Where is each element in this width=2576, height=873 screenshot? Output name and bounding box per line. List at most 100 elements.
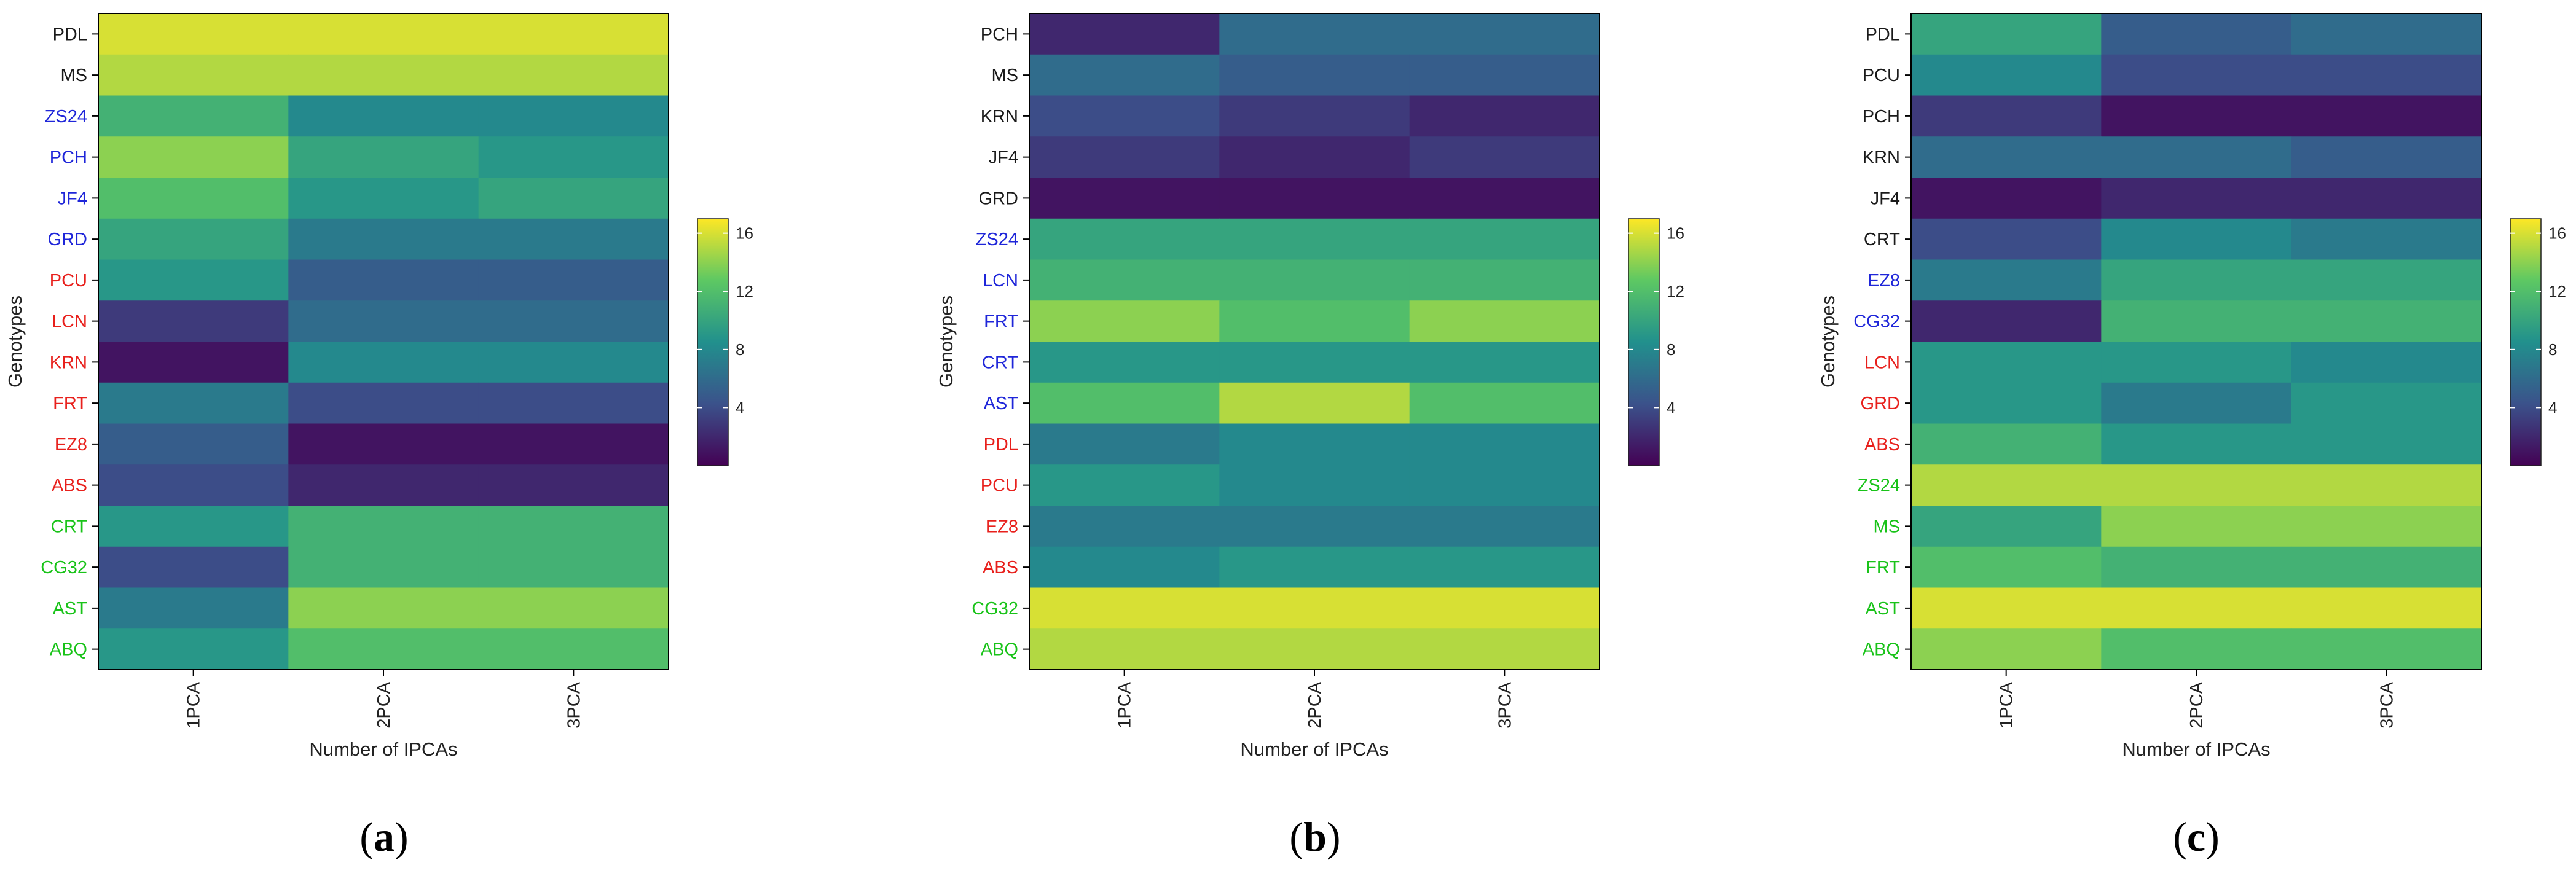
- row-label-PCU: PCU: [981, 476, 1018, 496]
- heatmap-cell-FRT-1PCA: [1911, 546, 2102, 589]
- row-label-CG32: CG32: [1853, 312, 1900, 332]
- heatmap-cell-CG32-3PCA: [1409, 587, 1600, 629]
- heatmap-cell-MS-2PCA: [1219, 54, 1410, 96]
- row-label-ABQ: ABQ: [1863, 640, 1900, 660]
- x-axis-title: Number of IPCAs: [2122, 738, 2270, 760]
- heatmap-cell-KRN-3PCA: [1409, 95, 1600, 137]
- heatmap-cell-PDL-3PCA: [1409, 423, 1600, 465]
- heatmap-cell-ABQ-1PCA: [98, 628, 289, 670]
- heatmap-cell-AST-3PCA: [478, 587, 669, 629]
- heatmap-cell-GRD-1PCA: [1029, 178, 1220, 219]
- column-label-3PCA: 3PCA: [2377, 681, 2397, 728]
- row-label-GRD: GRD: [979, 189, 1018, 208]
- heatmap-cell-MS-1PCA: [98, 54, 289, 96]
- row-label-PDL: PDL: [984, 435, 1018, 455]
- row-label-PCH: PCH: [50, 148, 87, 168]
- heatmap-cell-PDL-2PCA: [2101, 14, 2292, 55]
- row-label-MS: MS: [992, 66, 1019, 85]
- colorbar: [1628, 218, 1660, 466]
- row-label-ZS24: ZS24: [976, 230, 1018, 249]
- row-label-PCH: PCH: [981, 25, 1018, 44]
- column-label-1PCA: 1PCA: [1997, 681, 2017, 728]
- heatmap-cell-PDL-3PCA: [478, 14, 669, 55]
- heatmap-cell-PDL-2PCA: [288, 14, 479, 55]
- colorbar-tick-label: 8: [2548, 340, 2557, 359]
- heatmap-cell-GRD-3PCA: [1409, 178, 1600, 219]
- row-label-CG32: CG32: [41, 558, 87, 577]
- colorbar-tick-label: 16: [736, 224, 753, 243]
- y-axis-title: Genotypes: [4, 296, 26, 388]
- column-label-2PCA: 2PCA: [2187, 681, 2207, 728]
- heatmap-cell-ZS24-3PCA: [2291, 464, 2482, 506]
- heatmap-cell-FRT-3PCA: [1409, 300, 1600, 342]
- heatmap-cell-ZS24-1PCA: [1029, 218, 1220, 260]
- colorbar: [697, 218, 729, 466]
- colorbar: [2510, 218, 2542, 466]
- heatmap-cell-EZ8-3PCA: [1409, 506, 1600, 547]
- heatmap-cell-GRD-2PCA: [2101, 382, 2292, 425]
- colorbar-tick-label: 16: [2548, 224, 2566, 243]
- heatmap-cell-PCU-1PCA: [98, 259, 289, 301]
- heatmap-cell-ABQ-2PCA: [288, 628, 479, 670]
- heatmap-cell-GRD-2PCA: [1219, 178, 1410, 219]
- row-label-JF4: JF4: [989, 148, 1018, 168]
- row-label-GRD: GRD: [48, 230, 87, 249]
- y-axis-title: Genotypes: [935, 296, 957, 388]
- panel-label-a: (a): [359, 813, 408, 860]
- heatmap-cell-CG32-1PCA: [98, 546, 289, 589]
- row-label-AST: AST: [53, 599, 88, 619]
- heatmap-cell-ABS-3PCA: [1409, 546, 1600, 589]
- heatmap-cell-AST-2PCA: [1219, 382, 1410, 425]
- heatmap-cell-LCN-3PCA: [478, 300, 669, 342]
- heatmap-cell-LCN-2PCA: [288, 300, 479, 342]
- colorbar-tick-label: 12: [2548, 282, 2566, 300]
- heatmap-cell-PCH-2PCA: [1219, 14, 1410, 55]
- heatmap-cell-ABQ-1PCA: [1911, 628, 2102, 670]
- heatmap-cell-ABS-3PCA: [2291, 423, 2482, 465]
- heatmap-cell-CRT-1PCA: [98, 506, 289, 547]
- heatmap-cell-ABS-1PCA: [1029, 546, 1220, 589]
- heatmap-cell-JF4-2PCA: [1219, 136, 1410, 178]
- heatmap-cell-LCN-1PCA: [1911, 342, 2102, 383]
- heatmap-cell-CRT-2PCA: [2101, 218, 2292, 260]
- row-label-ZS24: ZS24: [1858, 476, 1900, 496]
- row-label-PCU: PCU: [50, 271, 87, 291]
- heatmap-cell-FRT-2PCA: [288, 382, 479, 425]
- row-label-LCN: LCN: [52, 312, 87, 332]
- heatmap-cell-MS-1PCA: [1029, 54, 1220, 96]
- heatmap-cell-LCN-3PCA: [2291, 342, 2482, 383]
- heatmap-cell-PCU-2PCA: [2101, 54, 2292, 96]
- heatmap-panel-c: PDL PCU PCH KRN JF4 CRT EZ8 CG32 LCN GRD ABS ZS24 MS…: [1817, 13, 2566, 860]
- heatmap-cell-CG32-1PCA: [1029, 587, 1220, 629]
- heatmap-cell-PDL-1PCA: [98, 14, 289, 55]
- heatmap-cell-MS-3PCA: [478, 54, 669, 96]
- heatmap-cell-PDL-1PCA: [1911, 14, 2102, 55]
- heatmap-cell-ABQ-2PCA: [1219, 628, 1410, 670]
- colorbar-tick-label: 8: [1667, 340, 1675, 359]
- heatmap-cell-KRN-1PCA: [98, 342, 289, 383]
- heatmap-cell-ABQ-3PCA: [478, 628, 669, 670]
- panel-label-c: (c): [2173, 813, 2220, 860]
- heatmap-cell-CG32-3PCA: [478, 546, 669, 589]
- column-label-2PCA: 2PCA: [1305, 681, 1325, 728]
- row-label-KRN: KRN: [1863, 148, 1900, 168]
- heatmap-cell-CRT-2PCA: [1219, 342, 1410, 383]
- heatmap-cell-ZS24-1PCA: [1911, 464, 2102, 506]
- row-label-KRN: KRN: [981, 107, 1018, 127]
- heatmap-cell-GRD-1PCA: [98, 218, 289, 260]
- heatmap-cell-KRN-3PCA: [478, 342, 669, 383]
- row-label-AST: AST: [984, 394, 1019, 413]
- row-label-ABS: ABS: [52, 476, 87, 496]
- heatmap-cell-JF4-3PCA: [2291, 178, 2482, 219]
- heatmap-cell-CRT-2PCA: [288, 506, 479, 547]
- heatmap-cell-PCU-3PCA: [478, 259, 669, 301]
- heatmap-cell-KRN-2PCA: [1219, 95, 1410, 137]
- heatmap-cell-ZS24-2PCA: [288, 95, 479, 137]
- colorbar-tick-label: 16: [1667, 224, 1684, 243]
- row-label-KRN: KRN: [50, 353, 87, 372]
- heatmap-cell-AST-3PCA: [1409, 382, 1600, 425]
- heatmap-cell-EZ8-1PCA: [1911, 259, 2102, 301]
- heatmap-cell-AST-3PCA: [2291, 587, 2482, 629]
- heatmap-cell-GRD-1PCA: [1911, 382, 2102, 425]
- heatmap-cell-AST-2PCA: [2101, 587, 2292, 629]
